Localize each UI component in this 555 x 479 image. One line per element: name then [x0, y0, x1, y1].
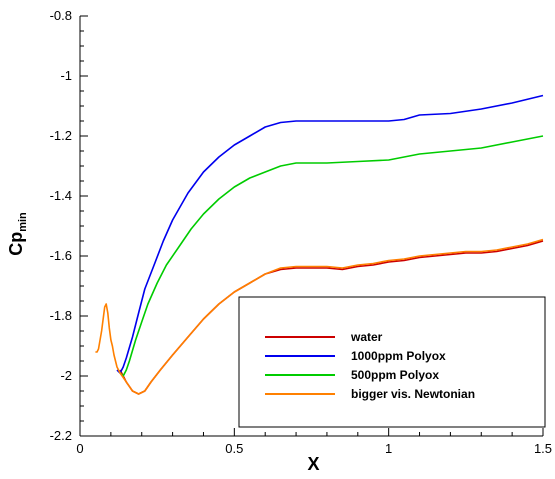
legend-label-1: 1000ppm Polyox	[351, 349, 446, 363]
y-axis-title: Cpmin	[6, 212, 29, 256]
y-tick-label: -1.2	[50, 128, 72, 143]
legend-label-0: water	[350, 330, 383, 344]
y-tick-label: -1.6	[50, 248, 72, 263]
x-tick-label: 1	[385, 441, 392, 456]
x-tick-label: 0.5	[225, 441, 243, 456]
series-layer	[95, 94, 544, 395]
series-line-1	[116, 94, 544, 374]
legend-label-3: bigger vis. Newtonian	[351, 387, 475, 401]
y-tick-label: -1	[60, 68, 72, 83]
y-tick-label: -1.4	[50, 188, 72, 203]
legend: water 1000ppm Polyox 500ppm Polyox bigger v…	[238, 296, 546, 428]
y-tick-label: -2.2	[50, 428, 72, 443]
y-tick-label: -1.8	[50, 308, 72, 323]
y-axis-title-main: Cp	[6, 232, 26, 256]
legend-label-2: 500ppm Polyox	[351, 368, 439, 382]
y-tick-label: -2	[60, 368, 72, 383]
series-line-3	[95, 238, 544, 395]
x-tick-label: 1.5	[534, 441, 552, 456]
y-tick-label: -0.8	[50, 8, 72, 23]
x-axis-title: X	[307, 454, 319, 474]
x-tick-label: 0	[76, 441, 83, 456]
series-line-2	[119, 135, 544, 377]
legend-box	[238, 296, 546, 428]
axes-layer: 0 0.5 1 1.5 -0.8 -1 -1.2 -1.4 -1.6 -1.8 -2 -2.2	[50, 8, 552, 456]
y-axis-title-subscript: min	[17, 212, 29, 232]
